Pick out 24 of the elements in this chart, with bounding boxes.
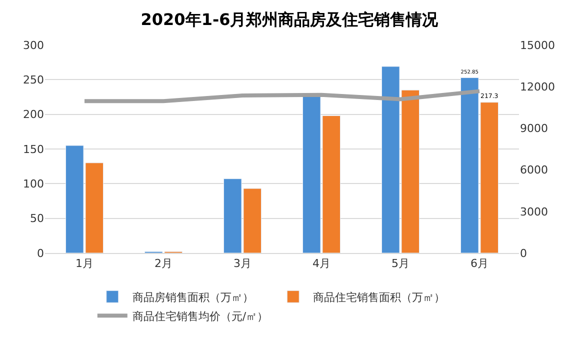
y2-tick-label: 12000	[520, 80, 555, 94]
y2-tick-label: 6000	[520, 164, 548, 177]
y-tick-label: 100	[23, 178, 44, 191]
y-tick-label: 250	[23, 74, 44, 87]
y-tick-label: 300	[23, 38, 44, 52]
y-tick-label: 50	[30, 212, 44, 226]
x-tick-label: 4月	[312, 257, 330, 270]
chart-title: 2020年1-6月郑州商品房及住宅销售情况	[140, 10, 440, 29]
x-tick-label: 5月	[392, 257, 410, 270]
y-tick-label: 150	[23, 142, 44, 156]
x-tick-label: 1月	[76, 257, 94, 270]
y-tick-label: 0	[37, 246, 44, 260]
y-tick-label: 200	[23, 108, 44, 122]
x-tick-label: 2月	[154, 257, 172, 270]
line-series	[82, 89, 482, 104]
legend-label: 商品住宅销售均价（元/㎡）	[132, 310, 268, 323]
legend-label: 商品住宅销售面积（万㎡）	[313, 290, 446, 304]
y2-tick-label: 15000	[520, 38, 555, 52]
y2-tick-label: 0	[520, 246, 527, 260]
x-tick-label: 6月	[470, 257, 488, 270]
x-tick-label: 3月	[234, 257, 252, 270]
y2-tick-label: 9000	[520, 122, 548, 136]
y2-tick-label: 3000	[520, 205, 548, 218]
legend-label: 商品房销售面积（万㎡）	[132, 290, 254, 304]
